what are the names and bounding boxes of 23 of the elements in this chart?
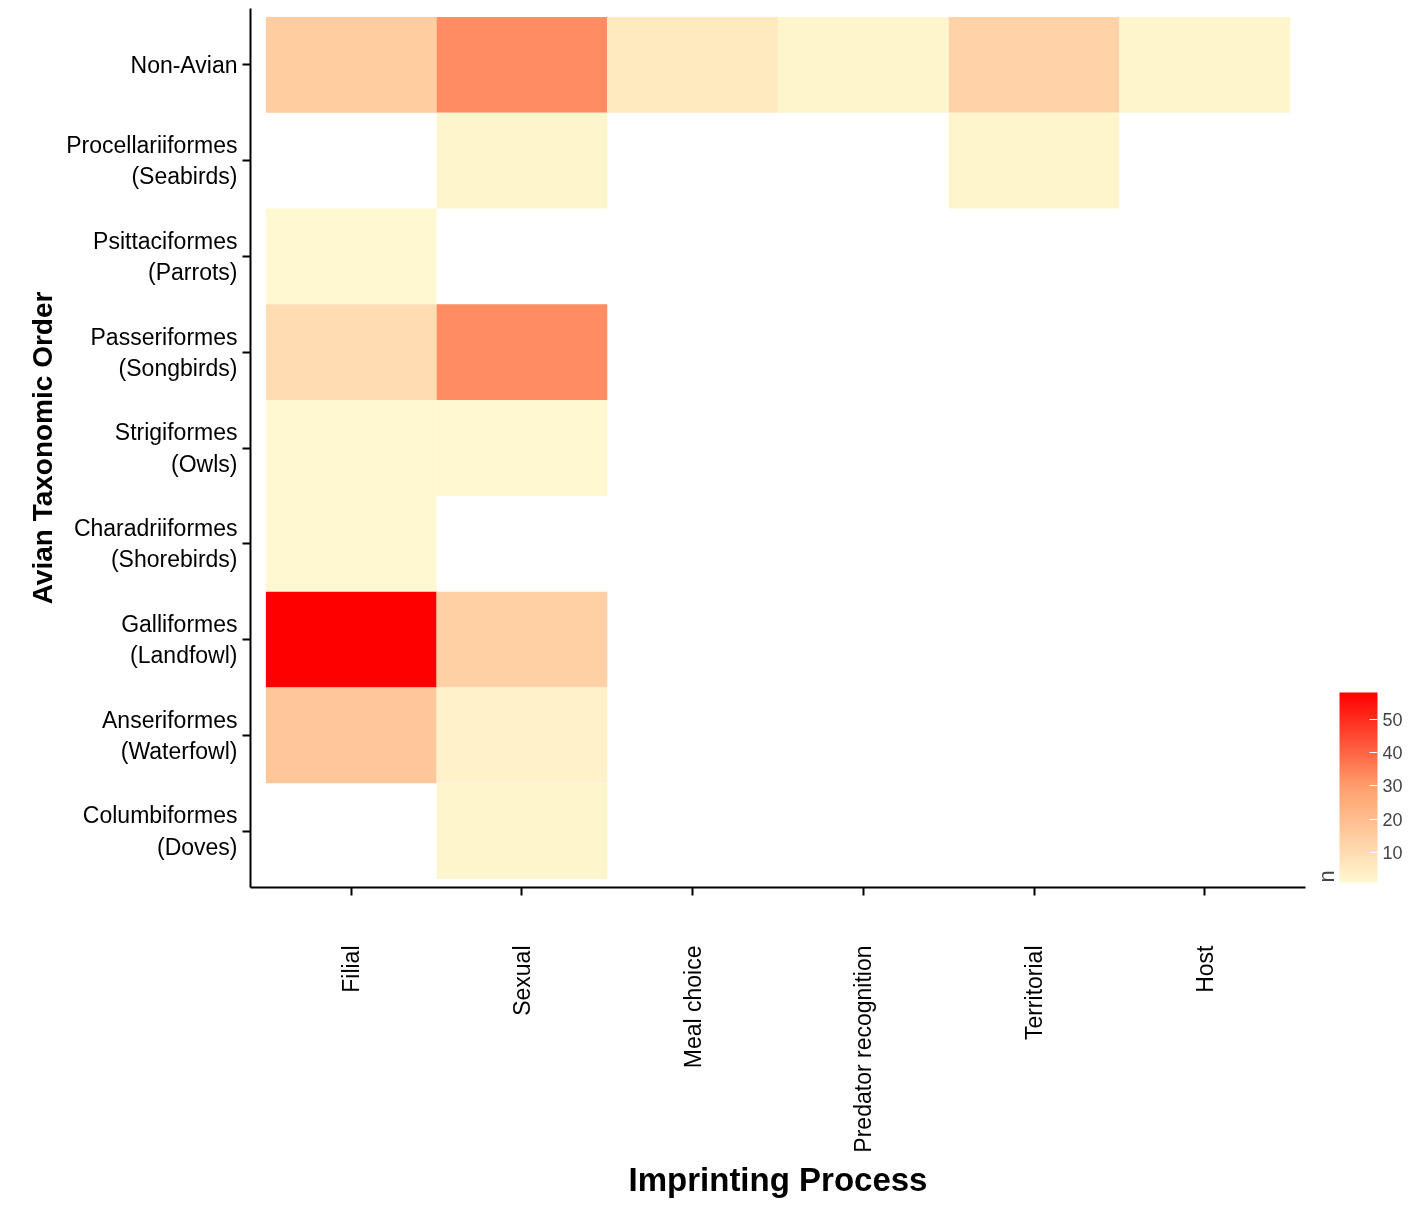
y-tick-label: Strigiformes (Owls): [114, 419, 238, 477]
color-bar-label: 10: [1382, 843, 1403, 863]
x-tick-label: Host: [1191, 944, 1218, 993]
color-bar-title: n: [1313, 870, 1339, 883]
y-tick-label: Charadriiformes (Shorebirds): [73, 515, 238, 573]
x-tick-label: Predator recognition: [850, 945, 877, 1153]
y-tick-label: Psittaciformes (Parrots): [93, 227, 238, 286]
color-bar-label: 20: [1382, 809, 1403, 830]
y-tick-label: Columbiformes (Doves): [82, 802, 238, 860]
y-tick-label: Procellariiformes (Seabirds): [66, 132, 238, 190]
y-tick-label: Anseriformes (Waterfowl): [102, 706, 238, 764]
color-bar-label: 40: [1382, 743, 1403, 763]
x-tick-label: Sexual: [508, 945, 535, 1016]
y-tick-label: Passeriformes (Songbirds): [90, 323, 238, 381]
x-tick-label: Meal choice: [679, 945, 706, 1069]
x-tick-label: Filial: [338, 945, 365, 993]
y-tick-label: Non-Avian: [130, 51, 238, 78]
color-bar-label: 30: [1382, 776, 1403, 797]
x-axis-title: Imprinting Process: [628, 1160, 928, 1198]
color-bar-label: 50: [1382, 709, 1403, 730]
x-tick-label: Territorial: [1021, 945, 1048, 1041]
y-tick-label: Galliformes (Landfowl): [121, 610, 238, 669]
y-axis-title: Avian Taxonomic Order: [27, 291, 59, 605]
